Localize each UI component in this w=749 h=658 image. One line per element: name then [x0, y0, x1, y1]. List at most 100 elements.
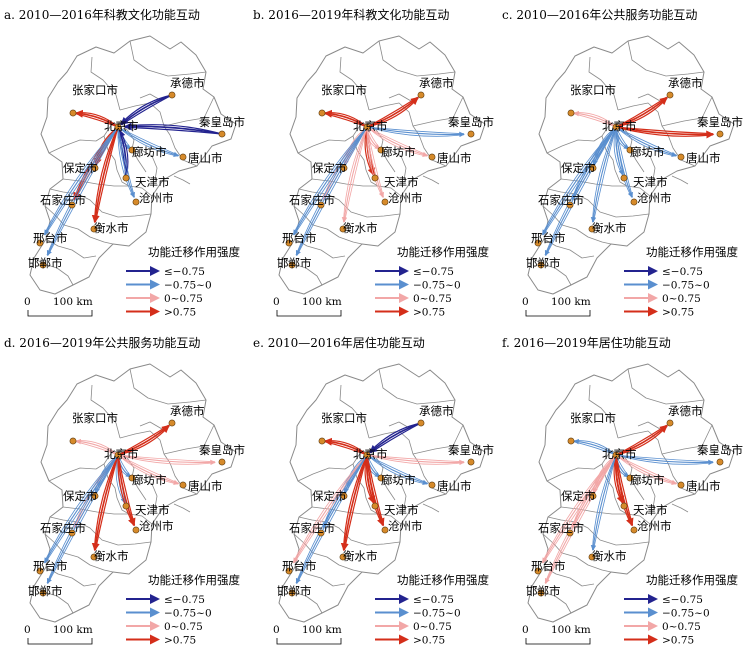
city-boundary — [546, 123, 611, 154]
flow-arrow-cangzhou — [117, 126, 135, 198]
city-label-tianjin: 天津市 — [384, 175, 419, 189]
city-point-shijiazhuang — [68, 201, 76, 209]
flow-arrow-zhangjiakou — [574, 112, 617, 128]
city-label-beijing: 北京市 — [104, 447, 139, 461]
flow-arrow-zhangjiakou — [325, 112, 368, 128]
city-label-beijing: 北京市 — [602, 447, 637, 461]
city-point-langfang — [377, 474, 385, 482]
legend-label-strong_negative: ≤−0.75 — [164, 266, 205, 278]
flow-arrow-zhangjiakou — [75, 438, 119, 456]
city-label-langfang: 廊坊市 — [630, 145, 665, 159]
city-boundary — [365, 497, 379, 515]
scale-zero: 0 — [24, 624, 31, 636]
city-boundary — [339, 56, 370, 111]
city-point-handan — [288, 261, 296, 269]
scale-bar: 0 100 km — [273, 296, 342, 317]
city-boundary — [627, 368, 705, 405]
city-boundary — [311, 178, 402, 197]
flow-arrow-cangzhou — [615, 126, 633, 198]
city-boundary — [116, 169, 130, 187]
flow-arrow-cangzhou — [366, 454, 383, 526]
city-boundary — [412, 96, 464, 127]
flow-arrow-chengde — [369, 422, 422, 453]
flow-arrow-handan — [295, 454, 368, 584]
legend-label-strong_positive: >0.75 — [164, 635, 196, 647]
scale-bar-line — [27, 310, 93, 317]
flow-arrow-qinhuangdao — [117, 454, 216, 463]
scale-bar: 0 100 km — [273, 624, 342, 645]
city-boundary — [638, 477, 656, 509]
city-point-beijing — [114, 451, 122, 459]
city-point-baoding — [589, 492, 597, 500]
map-panel-f: 北京市 张家口市 承德市 秦皇岛市 唐山市 廊坊市 天津市 沧州市 保定市 石家庄市 衡水市 邢台市邯… — [498, 328, 747, 657]
flow-arrow-cangzhou — [117, 126, 135, 198]
city-point-zhangjiakou — [567, 109, 575, 117]
flow-arrow-tangshan — [615, 126, 677, 156]
flow-arrow-handan — [46, 454, 119, 584]
scale-bar: 0 100 km — [522, 624, 591, 645]
flow-arrow-zhangjiakou — [323, 437, 368, 456]
legend-label-strong_positive: >0.75 — [413, 635, 445, 647]
city-point-cangzhou — [630, 198, 638, 206]
city-boundary — [111, 450, 147, 501]
city-boundary — [33, 585, 74, 614]
flow-arrow-xingtai — [293, 454, 368, 564]
city-boundary — [140, 477, 158, 509]
city-label-xingtai: 邢台市 — [531, 231, 566, 245]
legend-label-positive: 0~0.75 — [662, 621, 701, 633]
city-point-shijiazhuang — [317, 529, 325, 537]
flow-arrow-zhangjiakou — [574, 440, 617, 456]
city-label-langfang: 廊坊市 — [630, 473, 665, 487]
legend: 功能迁移作用强度 ≤−0.75 −0.75~00~0.75 >0.75 — [375, 573, 489, 647]
city-label-baoding: 保定市 — [63, 161, 98, 175]
city-label-qinhuangdao: 秦皇岛市 — [199, 115, 245, 129]
city-point-hengshui — [90, 225, 98, 233]
flow-lines — [43, 94, 223, 256]
scale-zero: 0 — [273, 296, 280, 308]
city-boundary — [637, 421, 661, 430]
city-boundary — [360, 122, 396, 173]
map-panel-e: 北京市 张家口市 承德市 秦皇岛市 唐山市 廊坊市 天津市 沧州市 保定市 石家庄市 衡水市 邢台市邯… — [249, 328, 498, 657]
flow-arrow-cangzhou — [366, 454, 385, 527]
city-label-shijiazhuang: 石家庄市 — [40, 193, 86, 207]
city-label-cangzhou: 沧州市 — [139, 519, 174, 533]
flow-arrow-qinhuangdao — [117, 454, 216, 465]
flow-arrow-handan — [295, 126, 368, 256]
city-label-baoding: 保定市 — [312, 489, 347, 503]
city-boundary — [531, 585, 572, 614]
panel-title: b. 2016—2019年科教文化功能互动 — [253, 8, 450, 22]
legend: 功能迁移作用强度 ≤−0.75 −0.75~00~0.75 >0.75 — [126, 245, 240, 319]
city-label-tangshan: 唐山市 — [188, 479, 223, 493]
flow-arrow-hengshui — [593, 454, 617, 551]
city-point-langfang — [377, 146, 385, 154]
legend-label-negative: −0.75~0 — [413, 280, 461, 292]
scale-distance: 100 km — [302, 296, 342, 308]
base-map — [278, 35, 486, 295]
city-label-zhangjiakou: 张家口市 — [72, 83, 118, 97]
city-label-beijing: 北京市 — [602, 119, 637, 133]
flow-arrow-cangzhou — [366, 126, 384, 198]
city-label-baoding: 保定市 — [561, 489, 596, 503]
city-point-beijing — [612, 123, 620, 131]
city-boundary — [609, 450, 645, 501]
city-point-baoding — [340, 492, 348, 500]
scale-zero: 0 — [522, 296, 529, 308]
city-point-chengde — [417, 419, 425, 427]
flow-arrow-qinhuangdao — [117, 454, 216, 466]
city-point-xingtai — [285, 567, 293, 575]
region-outline — [527, 363, 735, 623]
scale-zero: 0 — [522, 624, 529, 636]
legend: 功能迁移作用强度 ≤−0.75 −0.75~00~0.75 >0.75 — [375, 245, 489, 319]
flow-arrow-handan — [47, 126, 119, 256]
city-boundary — [48, 451, 113, 482]
legend: 功能迁移作用强度 ≤−0.75 −0.75~00~0.75 >0.75 — [624, 245, 738, 319]
city-point-hengshui — [588, 553, 596, 561]
city-point-xingtai — [534, 567, 542, 575]
city-boundary — [139, 421, 163, 430]
flow-arrow-baoding — [592, 126, 617, 165]
city-point-baoding — [589, 164, 597, 172]
city-point-tangshan — [179, 153, 187, 161]
legend-label-strong_negative: ≤−0.75 — [662, 594, 703, 606]
